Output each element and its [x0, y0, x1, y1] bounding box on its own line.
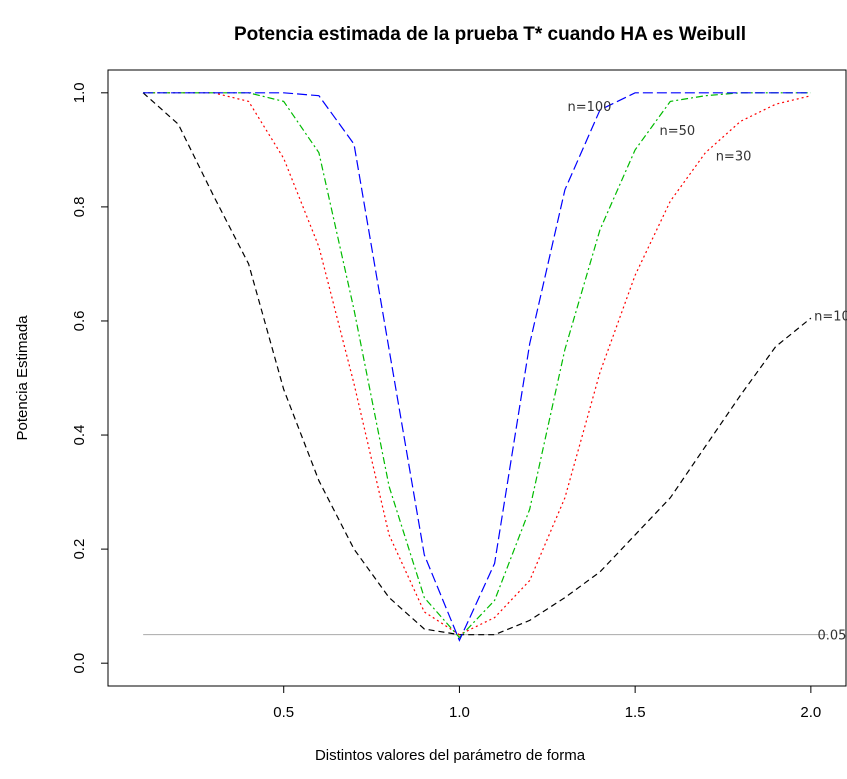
x-tick-label: 1.0 [449, 704, 470, 721]
y-tick-label: 0.4 [71, 425, 88, 446]
annotation-n-10: n=10 [814, 309, 847, 324]
y-tick-label: 1.0 [71, 82, 88, 103]
chart-title: Potencia estimada de la prueba T* cuando… [234, 24, 746, 45]
series-group [142, 92, 812, 642]
y-axis-title: Potencia Estimada [14, 315, 31, 441]
plot-frame [107, 69, 847, 687]
y-tick-label: 0.6 [71, 311, 88, 332]
annotation-n-100: n=100 [567, 100, 611, 115]
series-line-n-100 [143, 92, 811, 642]
x-axis: 0.5 1.0 1.5 2.0 [273, 686, 821, 721]
annotation-n-50: n=50 [659, 124, 695, 139]
annotation-n-30: n=30 [716, 150, 752, 165]
annotations-group: n=100 n=50 n=30 n=10 0.05 [567, 100, 847, 644]
series-line-n-50 [143, 92, 811, 639]
x-axis-title: Distintos valores del parámetro de forma [315, 747, 586, 764]
annotation-0-05: 0.05 [817, 629, 846, 644]
x-tick-label: 1.5 [625, 704, 646, 721]
y-tick-label: 0.2 [71, 539, 88, 560]
y-tick-label: 0.0 [71, 653, 88, 674]
x-tick-label: 0.5 [273, 704, 294, 721]
y-axis: 0.0 0.2 0.4 0.6 0.8 1.0 [71, 82, 108, 674]
x-tick-label: 2.0 [800, 704, 821, 721]
series-line-n-10 [142, 92, 812, 636]
series-line-n-30 [143, 92, 812, 636]
y-tick-label: 0.8 [71, 196, 88, 217]
